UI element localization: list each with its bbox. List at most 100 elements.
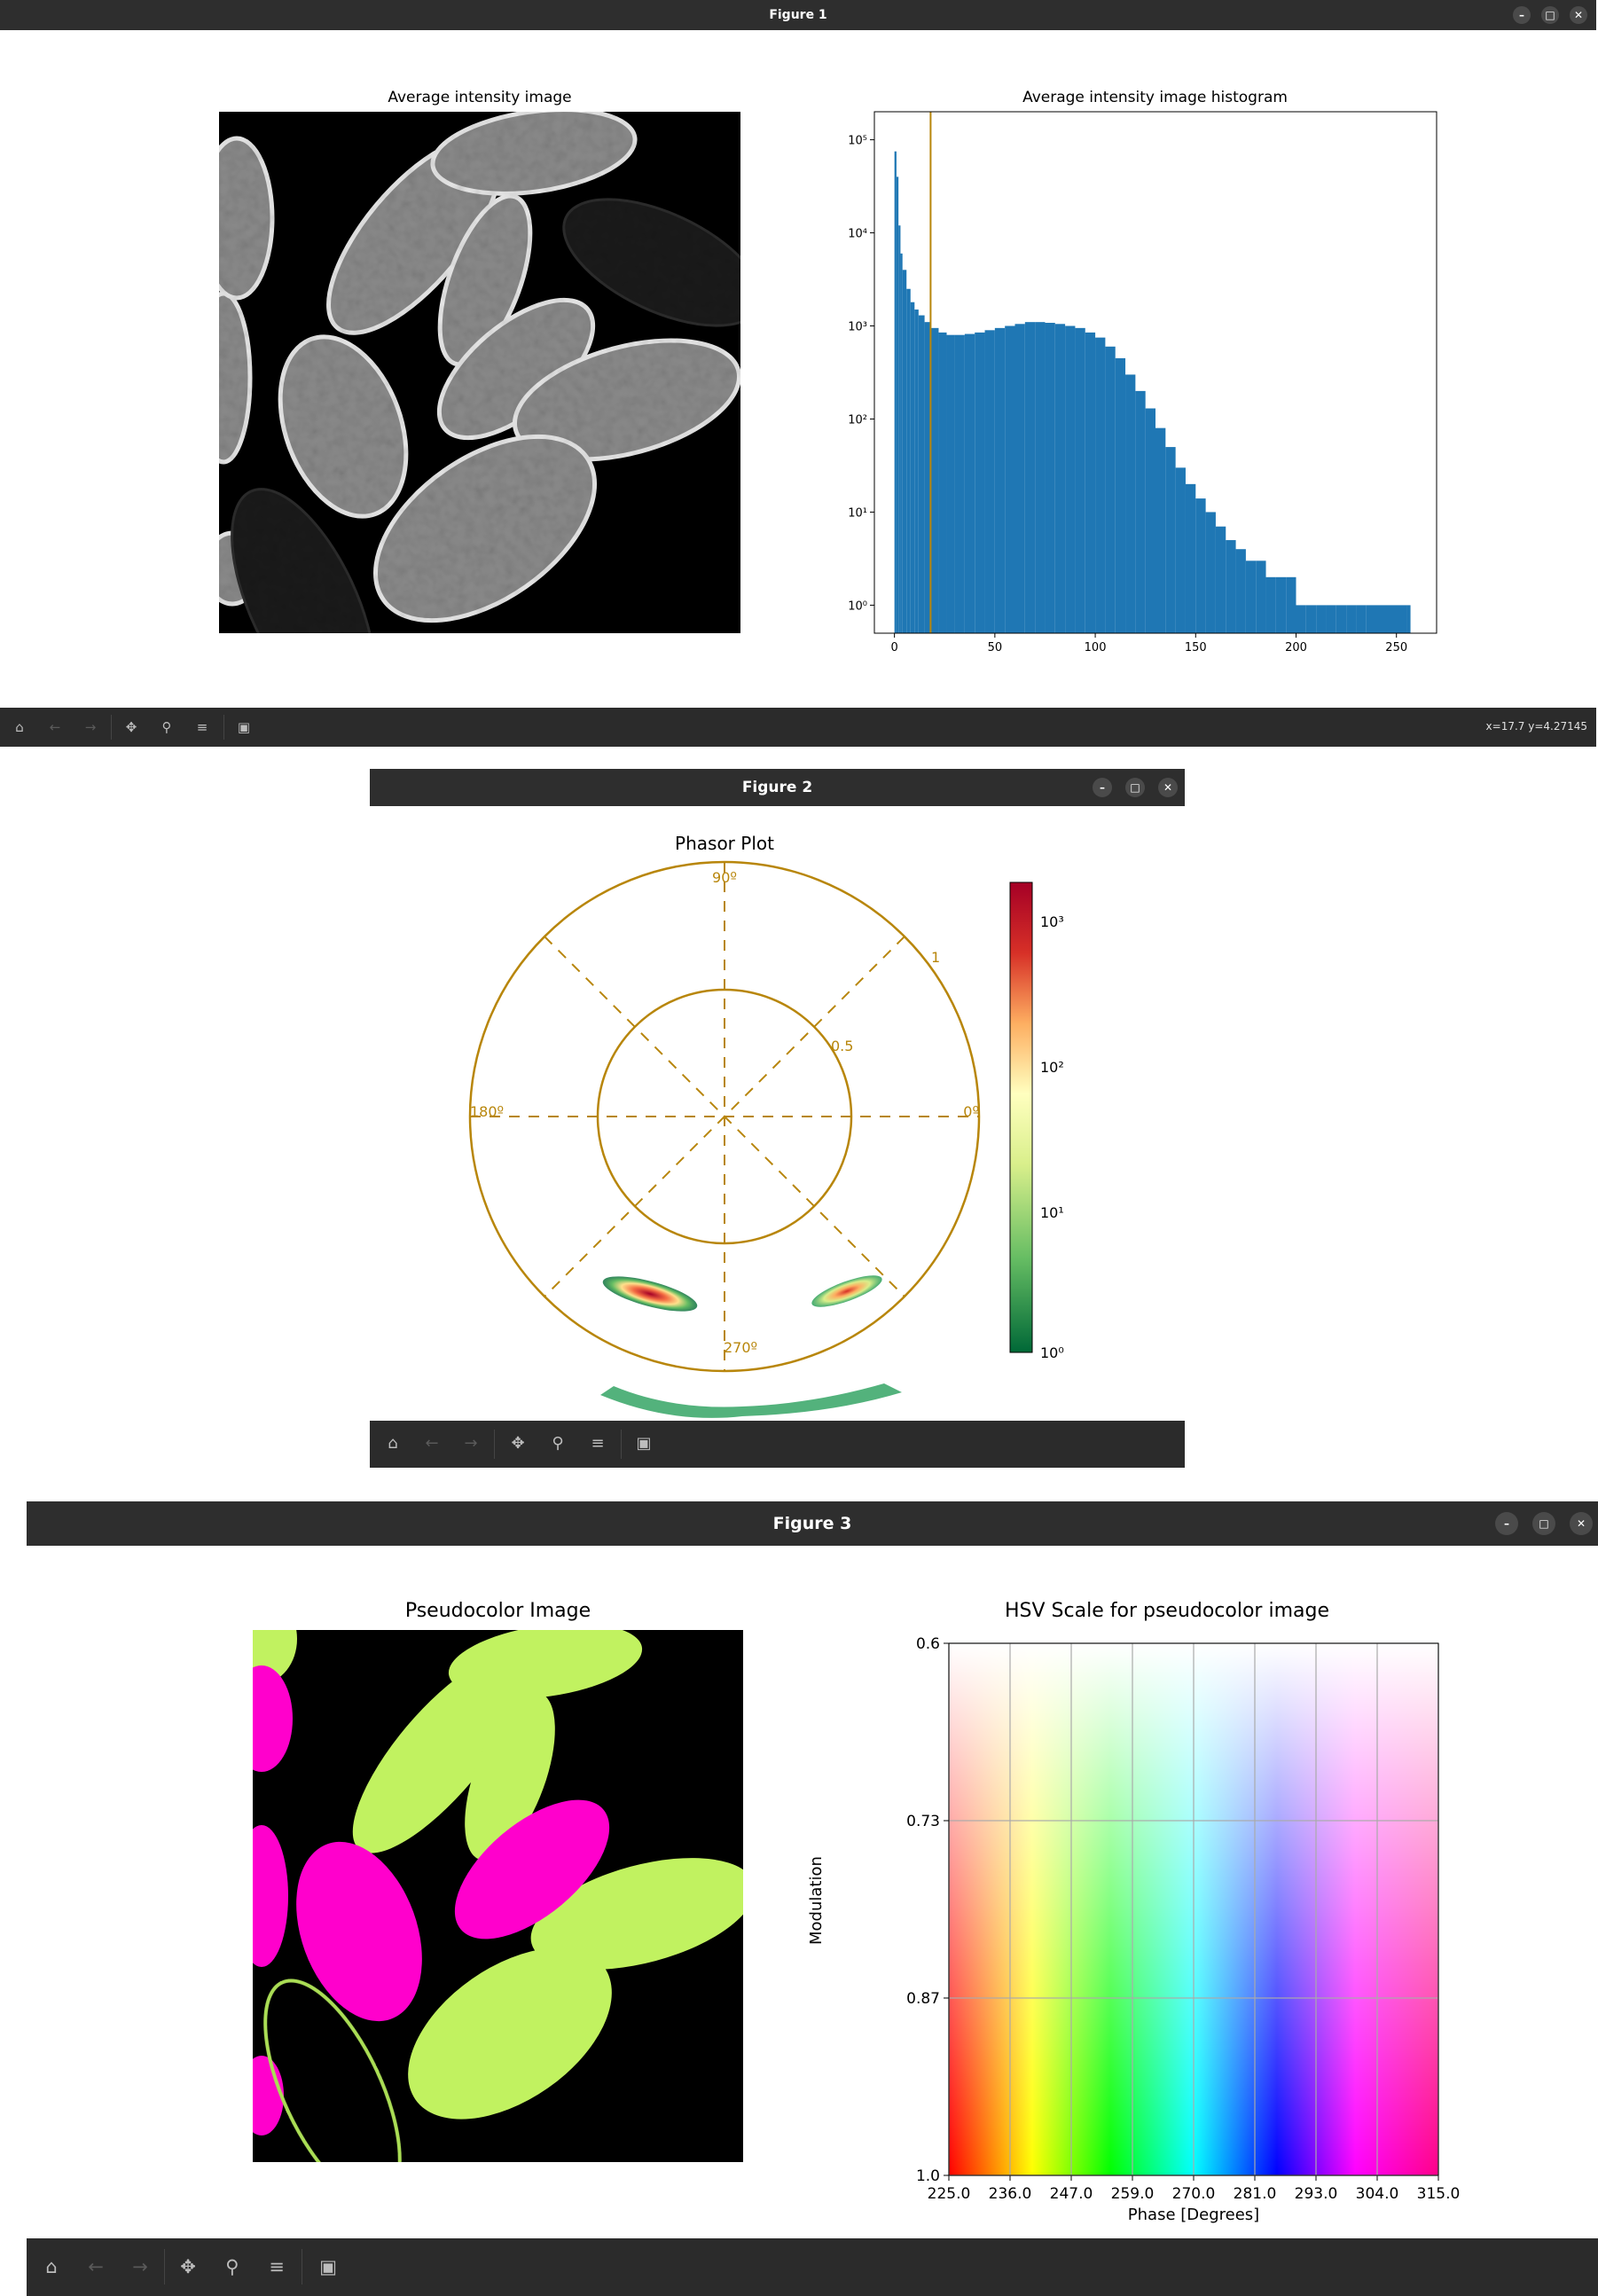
histogram-bar: [930, 327, 939, 633]
maximize-button[interactable]: □: [1541, 6, 1559, 24]
configure-icon[interactable]: ≡: [591, 1434, 605, 1453]
window-title: Figure 1: [769, 8, 827, 22]
x-tick-label: 304.0: [1356, 2185, 1399, 2203]
histogram-bar: [1406, 605, 1411, 633]
pan-icon[interactable]: ✥: [125, 719, 137, 735]
histogram-bar: [1226, 540, 1236, 633]
zoom-icon[interactable]: ⚲: [225, 2256, 239, 2277]
figure1-window: Figure 1 – □ ✕ Average intensity image A…: [0, 0, 1596, 747]
forward-arrow-icon[interactable]: →: [132, 2256, 148, 2277]
close-button[interactable]: ✕: [1158, 778, 1178, 797]
histogram-bar: [1115, 357, 1126, 633]
histogram-bar: [1296, 605, 1306, 633]
forward-arrow-icon[interactable]: →: [464, 1434, 478, 1453]
histogram-bar: [1155, 427, 1166, 633]
histogram-bar: [1316, 605, 1327, 633]
pan-icon[interactable]: ✥: [180, 2256, 196, 2277]
cursor-position-status: x=17.7 y=4.27145: [1485, 720, 1587, 733]
y-tick-label: 10²: [848, 413, 867, 427]
histogram-bar: [1305, 605, 1317, 633]
configure-icon[interactable]: ≡: [269, 2256, 285, 2277]
configure-icon[interactable]: ≡: [196, 719, 208, 735]
colorbar-tick-label: 10⁰: [1040, 1344, 1064, 1361]
histogram-bar: [1095, 337, 1106, 633]
histogram-bar: [938, 332, 947, 633]
back-arrow-icon[interactable]: ←: [49, 719, 61, 735]
phasor-plot-title: Phasor Plot: [675, 833, 774, 854]
intensity-image[interactable]: [219, 112, 740, 633]
grid-line-135: [544, 936, 905, 1297]
y-tick-label: 10⁵: [848, 135, 867, 148]
figure3-titlebar[interactable]: Figure 3 – □ ✕: [27, 1501, 1598, 1546]
x-tick-label: 100: [1085, 641, 1107, 654]
minimize-button[interactable]: –: [1513, 6, 1531, 24]
histogram-bar: [1195, 498, 1206, 633]
histogram-bar: [1085, 332, 1096, 633]
histogram-bar: [1105, 346, 1116, 633]
maximize-button[interactable]: □: [1125, 778, 1145, 797]
histogram-frame: [873, 111, 1437, 634]
close-button[interactable]: ✕: [1570, 6, 1587, 24]
histogram-bar: [1014, 324, 1025, 633]
histogram-bar: [1065, 325, 1076, 633]
back-arrow-icon[interactable]: ←: [425, 1434, 439, 1453]
histogram-bar: [1265, 576, 1276, 633]
histogram-bar: [1135, 390, 1146, 633]
save-icon[interactable]: ▣: [319, 2256, 337, 2277]
histogram-bar: [910, 302, 915, 633]
save-icon[interactable]: ▣: [237, 719, 251, 735]
home-icon[interactable]: ⌂: [388, 1434, 398, 1453]
phasor-data-cloud: [600, 1275, 902, 1418]
hsv-scale-title: HSV Scale for pseudocolor image: [1005, 1600, 1329, 1622]
histogram-bar: [1054, 324, 1066, 633]
hsv-frame: [948, 1642, 1439, 2176]
save-icon[interactable]: ▣: [636, 1434, 652, 1453]
x-tick-label: 259.0: [1111, 2185, 1155, 2203]
histogram-bar: [1075, 327, 1085, 633]
figure3-window: Figure 3 – □ ✕ Pseudocolor Image HSV Sca…: [27, 1501, 1598, 2296]
y-tick-label: 1.0: [916, 2167, 940, 2185]
hsv-scale-chart[interactable]: 225.0 236.0 247.0 259.0 270.0 281.0 293.0 304.0…: [842, 1626, 1481, 2229]
histogram-chart[interactable]: 0 50 100 150 200 250 10⁰ 10¹ 10² 10³ 10⁴ 10⁵: [825, 106, 1445, 692]
radius-label-0.5: 0.5: [831, 1038, 853, 1054]
histogram-bar: [924, 322, 931, 633]
histogram-bar: [1356, 605, 1367, 633]
maximize-button[interactable]: □: [1532, 1512, 1555, 1535]
histogram-bar: [1346, 605, 1357, 633]
y-tick-label: 0.87: [906, 1990, 940, 2008]
home-icon[interactable]: ⌂: [15, 719, 24, 735]
x-tick-label: 315.0: [1417, 2185, 1461, 2203]
home-icon[interactable]: ⌂: [45, 2256, 58, 2277]
histogram-bar: [1245, 560, 1257, 633]
figure2-window: Figure 2 – □ ✕ Phasor Plot: [370, 769, 1185, 1468]
phasor-plot[interactable]: 90º 180º 0º 270º 1 0.5 10³ 10² 10¹ 10⁰: [370, 769, 1185, 1425]
x-tick-label: 50: [988, 641, 1003, 654]
histogram-bar: [975, 332, 985, 633]
zoom-icon[interactable]: ⚲: [552, 1434, 564, 1453]
pseudocolor-image-title: Pseudocolor Image: [404, 1600, 591, 1622]
toolbar-separator: [494, 1430, 495, 1459]
y-tick-label: 0.6: [916, 1635, 940, 1653]
histogram-bar: [1125, 374, 1136, 633]
zoom-icon[interactable]: ⚲: [161, 719, 172, 735]
angle-label-0: 0º: [963, 1103, 979, 1120]
toolbar-separator: [223, 715, 224, 740]
pseudocolor-image[interactable]: [253, 1630, 743, 2162]
histogram-bar: [984, 330, 995, 633]
minimize-button[interactable]: –: [1495, 1512, 1518, 1535]
minimize-button[interactable]: –: [1093, 778, 1112, 797]
histogram-bar: [1185, 483, 1196, 633]
back-arrow-icon[interactable]: ←: [88, 2256, 104, 2277]
figure2-titlebar[interactable]: Figure 2 – □ ✕: [370, 769, 1185, 806]
pan-icon[interactable]: ✥: [511, 1434, 525, 1453]
toolbar-separator: [164, 2249, 165, 2284]
close-button[interactable]: ✕: [1570, 1512, 1593, 1535]
x-tick-label: 270.0: [1172, 2185, 1216, 2203]
histogram-bar: [1275, 576, 1287, 633]
figure1-titlebar[interactable]: Figure 1 – □ ✕: [0, 0, 1596, 30]
histogram-title: Average intensity image histogram: [1022, 89, 1288, 106]
forward-arrow-icon[interactable]: →: [84, 719, 97, 735]
y-tick-label: 10¹: [848, 506, 867, 520]
x-tick-label: 0: [891, 641, 898, 654]
colorbar-tick-label: 10³: [1040, 913, 1064, 930]
